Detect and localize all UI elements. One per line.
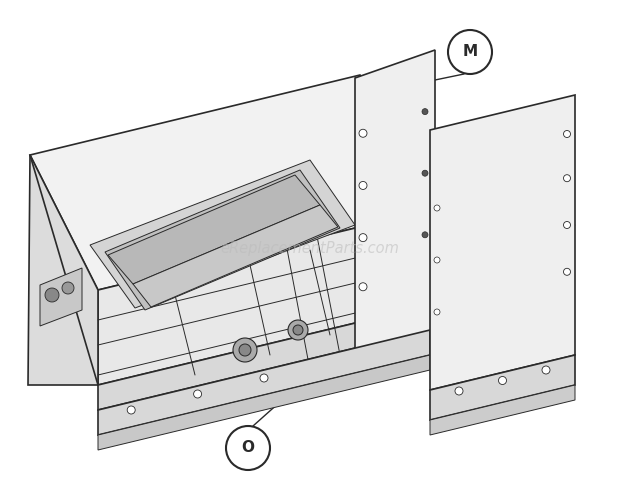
Circle shape [542, 366, 550, 374]
Circle shape [498, 377, 507, 385]
Circle shape [564, 175, 570, 182]
Circle shape [260, 374, 268, 382]
Circle shape [226, 426, 270, 470]
Circle shape [239, 344, 251, 356]
Polygon shape [28, 155, 98, 385]
Circle shape [564, 221, 570, 229]
Circle shape [422, 232, 428, 238]
Polygon shape [430, 355, 575, 420]
Circle shape [422, 108, 428, 115]
Circle shape [564, 268, 570, 275]
Polygon shape [98, 210, 430, 385]
Circle shape [448, 30, 492, 74]
Polygon shape [90, 160, 355, 308]
Polygon shape [355, 50, 435, 385]
Circle shape [564, 131, 570, 138]
Circle shape [193, 390, 202, 398]
Circle shape [359, 234, 367, 242]
Circle shape [127, 406, 135, 414]
Text: M: M [463, 45, 477, 59]
Polygon shape [133, 205, 338, 307]
Polygon shape [98, 355, 430, 450]
Text: eReplacementParts.com: eReplacementParts.com [221, 241, 399, 255]
Circle shape [422, 170, 428, 176]
Polygon shape [30, 75, 430, 290]
Polygon shape [105, 170, 340, 310]
Polygon shape [430, 95, 575, 390]
Circle shape [62, 282, 74, 294]
Circle shape [359, 283, 367, 291]
Circle shape [233, 338, 257, 362]
Circle shape [288, 320, 308, 340]
Circle shape [455, 387, 463, 395]
Polygon shape [108, 175, 320, 284]
Polygon shape [40, 268, 82, 326]
Text: O: O [242, 441, 254, 455]
Circle shape [45, 288, 59, 302]
Circle shape [359, 182, 367, 190]
Circle shape [359, 129, 367, 137]
Polygon shape [430, 385, 575, 435]
Circle shape [434, 205, 440, 211]
Circle shape [434, 309, 440, 315]
Polygon shape [98, 305, 430, 410]
Polygon shape [98, 330, 430, 435]
Circle shape [293, 325, 303, 335]
Circle shape [434, 257, 440, 263]
